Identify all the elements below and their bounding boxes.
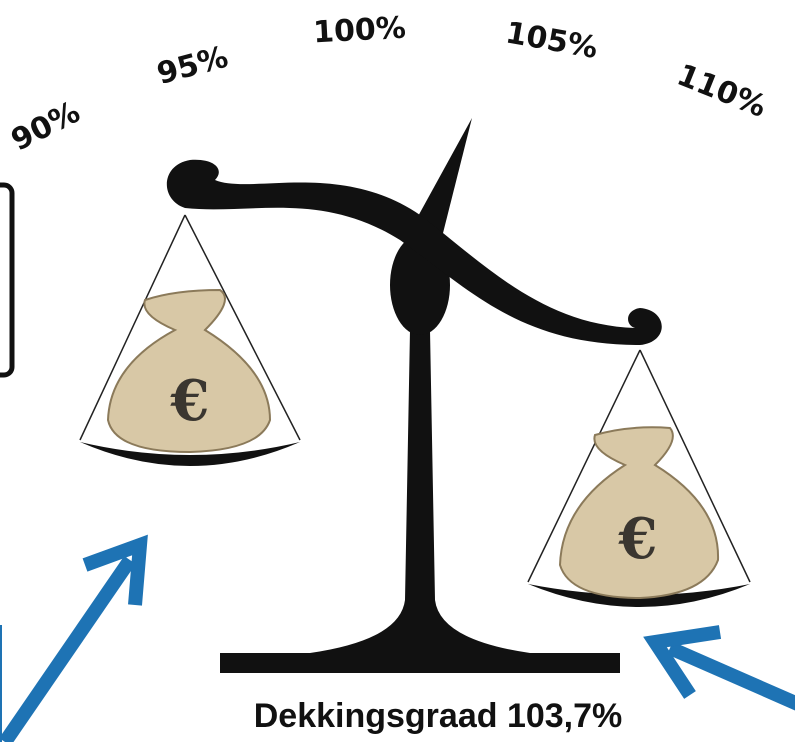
arrow [5, 560, 130, 742]
arrow [670, 648, 795, 705]
frame [0, 185, 12, 375]
gauge-label: 90% [6, 95, 86, 159]
caption: Dekkingsgraad 103,7% [254, 697, 623, 735]
gauge-label: 100% [312, 11, 406, 51]
gauge-label: 95% [153, 40, 231, 92]
scale-base [220, 653, 620, 673]
illustration: 90% 95% 100% 105% 110% € € Dekkingsgraad… [0, 0, 795, 742]
gauge-label: 105% [503, 15, 600, 66]
bag-symbol: € [618, 506, 658, 572]
gauge-label: 110% [672, 58, 771, 125]
scale-pillar [310, 330, 530, 653]
bag-symbol: € [170, 368, 210, 434]
page: 90% 95% 100% 105% 110% € € Dekkingsgraad… [0, 0, 795, 742]
